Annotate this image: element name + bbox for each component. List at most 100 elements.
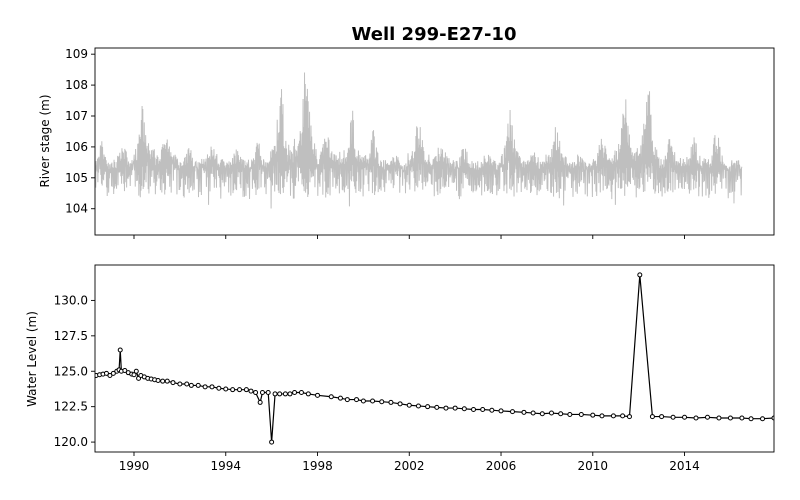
water-level-point	[160, 378, 166, 384]
water-level-x-tick-label: 2006	[486, 459, 517, 473]
water-level-point	[259, 390, 265, 395]
water-level-point	[305, 391, 311, 397]
water-level-point	[155, 377, 161, 383]
chart-title: Well 299-E27-10	[352, 24, 517, 45]
water-level-point	[188, 382, 194, 388]
water-level-point	[103, 370, 109, 376]
water-level-point	[649, 414, 655, 420]
water-level-point	[626, 414, 632, 420]
water-level-point	[406, 402, 412, 408]
water-level-point	[216, 385, 222, 391]
water-level-point	[610, 413, 616, 419]
water-level-point	[209, 384, 215, 390]
water-level-point	[177, 381, 183, 387]
water-level-y-ticks: 120.0 122.5 125.0 127.5 130.0	[54, 293, 95, 449]
water-level-point	[360, 398, 366, 404]
water-level-x-tick-label: 1998	[302, 459, 333, 473]
water-level-point	[716, 415, 722, 421]
water-level-point	[599, 413, 605, 419]
water-level-point	[379, 399, 385, 405]
water-level-x-ticks: 1990 1994 1998 2002 2006 2010 2014	[119, 452, 700, 473]
water-level-point	[277, 391, 283, 397]
water-level-point	[230, 387, 236, 393]
water-level-point	[298, 390, 304, 395]
water-level-y-tick-label: 122.5	[54, 400, 88, 414]
river-stage-panel: 104 105 106 107 108 109 River stage (m)	[38, 47, 775, 239]
water-level-point	[257, 399, 263, 405]
water-level-point	[253, 390, 259, 395]
water-level-point	[370, 398, 376, 404]
water-level-point	[237, 387, 243, 393]
water-level-point	[637, 272, 643, 278]
water-level-point	[748, 416, 754, 422]
water-level-point	[548, 410, 554, 416]
water-level-point	[354, 397, 360, 403]
water-level-x-tick-label: 1990	[119, 459, 150, 473]
water-level-point	[223, 386, 229, 392]
water-level-point	[509, 409, 515, 415]
river-stage-y-tick-label: 108	[65, 78, 88, 92]
water-level-y-tick-label: 120.0	[54, 435, 88, 449]
water-level-y-tick-label: 125.0	[54, 364, 88, 378]
water-level-point	[170, 380, 176, 386]
water-level-point	[272, 391, 278, 397]
water-level-point	[590, 412, 596, 418]
river-stage-y-ticks: 104 105 106 107 108 109	[65, 47, 95, 216]
water-level-point	[337, 395, 343, 401]
water-level-point	[704, 414, 710, 420]
water-level-point	[682, 414, 688, 420]
water-level-point	[539, 411, 545, 417]
water-level-point	[287, 391, 293, 397]
water-level-point	[771, 415, 774, 421]
water-level-point	[397, 401, 403, 407]
water-level-plot-frame	[94, 264, 775, 453]
water-level-point	[344, 397, 350, 403]
water-level-point	[117, 347, 123, 353]
water-level-point	[530, 410, 536, 416]
water-level-x-tick-label: 2014	[669, 459, 700, 473]
water-level-point	[388, 399, 394, 405]
water-level-point	[558, 411, 564, 417]
river-stage-plot-frame	[94, 47, 775, 236]
water-level-point	[521, 409, 527, 415]
water-level-point	[164, 378, 170, 384]
water-level-y-tick-label: 127.5	[54, 329, 88, 343]
water-level-point	[265, 390, 271, 395]
water-level-point	[184, 381, 190, 387]
water-level-point	[727, 415, 733, 421]
water-level-point	[131, 372, 137, 378]
water-level-x-tick-label: 2002	[394, 459, 425, 473]
water-level-point	[425, 404, 431, 410]
water-level-point	[328, 394, 334, 400]
river-stage-y-tick-label: 104	[65, 202, 88, 216]
water-level-point	[489, 407, 495, 413]
water-level-point	[202, 384, 208, 390]
water-level-x-tick-label: 2010	[578, 459, 609, 473]
water-level-point	[461, 406, 467, 412]
water-level-point	[443, 405, 449, 411]
water-level-point	[670, 414, 676, 420]
water-level-point	[315, 392, 321, 398]
water-level-point	[693, 415, 699, 421]
water-level-point	[434, 404, 440, 410]
water-level-point	[269, 439, 275, 445]
river-stage-y-tick-label: 107	[65, 109, 88, 123]
water-level-point	[498, 408, 504, 414]
water-level-y-tick-label: 130.0	[54, 293, 88, 307]
river-stage-y-tick-label: 109	[65, 47, 88, 61]
water-level-point	[282, 391, 288, 397]
river-stage-y-axis-label: River stage (m)	[38, 94, 52, 187]
water-level-point	[133, 368, 139, 374]
water-level-point	[452, 405, 458, 411]
water-level-point	[620, 413, 626, 419]
water-level-panel: 120.0 122.5 125.0 127.5 130.0 1990 1994 1998 20…	[25, 264, 775, 473]
water-level-point	[107, 373, 113, 378]
water-level-y-axis-label: Water Level (m)	[25, 311, 39, 407]
water-level-point	[122, 368, 128, 374]
water-level-series	[95, 272, 774, 445]
water-level-point	[415, 403, 421, 409]
river-stage-series	[95, 72, 743, 209]
water-level-point	[471, 407, 476, 412]
